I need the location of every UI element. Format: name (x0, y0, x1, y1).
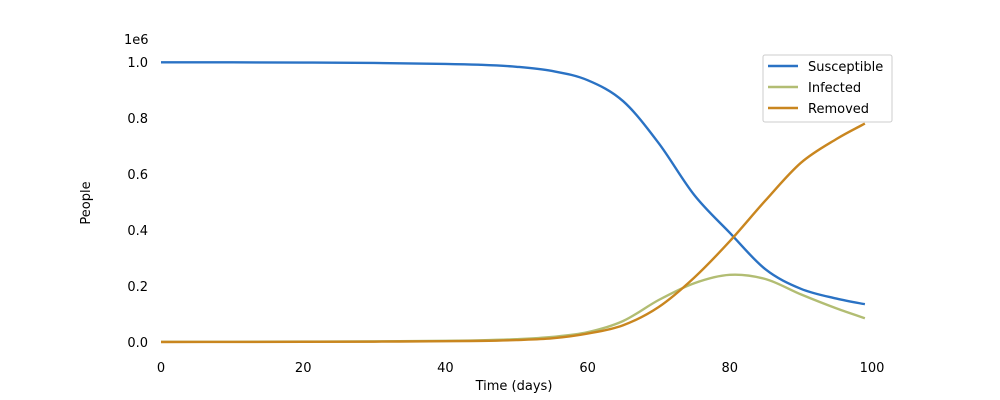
x-tick-label: 60 (579, 361, 596, 376)
y-tick-label: 0.8 (127, 112, 148, 127)
x-tick-label: 100 (860, 361, 885, 376)
x-tick-label: 80 (722, 361, 739, 376)
legend-label-infected: Infected (808, 81, 861, 96)
x-axis: 0 20 40 60 80 100 (157, 361, 885, 376)
y-tick-label: 0.4 (127, 224, 148, 239)
series-line-removed (160, 122, 866, 344)
legend-label-susceptible: Susceptible (808, 60, 883, 75)
y-tick-label: 0.2 (127, 280, 148, 295)
y-tick-label: 0.6 (127, 168, 148, 183)
y-tick-label: 1.0 (127, 56, 148, 71)
x-tick-label: 20 (295, 361, 312, 376)
legend: Susceptible Infected Removed (762, 54, 893, 123)
series-layer (160, 61, 866, 344)
x-tick-label: 40 (437, 361, 454, 376)
legend-label-removed: Removed (808, 102, 869, 117)
y-axis: 0.0 0.2 0.4 0.6 0.8 1.0 (127, 56, 148, 351)
y-tick-label: 0.0 (127, 336, 148, 351)
x-tick-label: 0 (157, 361, 165, 376)
series-line-susceptible (160, 61, 866, 306)
y-offset-label: 1e6 (124, 33, 149, 48)
series-line-infected (160, 273, 866, 344)
y-axis-label: People (79, 181, 94, 224)
x-axis-label: Time (days) (475, 379, 553, 394)
legend-frame (762, 54, 893, 123)
legend-items: Susceptible Infected Removed (768, 60, 883, 117)
